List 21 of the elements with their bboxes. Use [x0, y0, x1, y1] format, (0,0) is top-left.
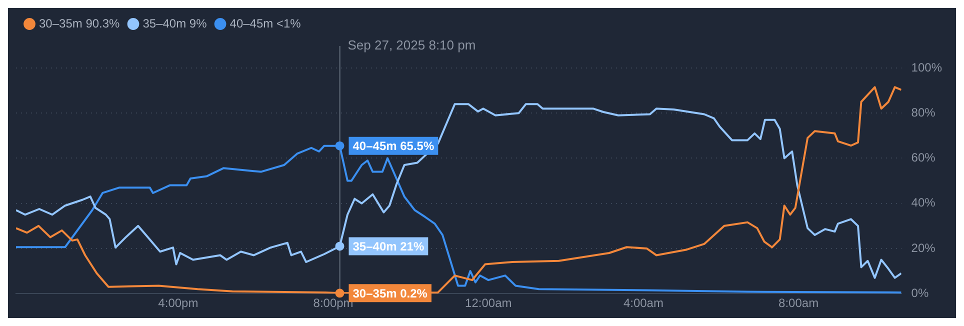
x-tick-label: 12:00am: [465, 296, 512, 310]
x-tick-label: 8:00pm: [313, 296, 354, 310]
annotation: 30–35m 0.2%: [352, 286, 428, 300]
y-tick-label: 60%: [911, 150, 936, 165]
point: [335, 242, 344, 251]
x-tick-label: 8:00am: [778, 296, 819, 310]
legend-label: 40–45m <1%: [230, 16, 302, 30]
x-tick-label: 4:00am: [623, 296, 664, 310]
point: [335, 288, 344, 298]
point: [335, 141, 344, 150]
annotation: 35–40m 21%: [352, 240, 424, 254]
annotation: 40–45m 65.5%: [352, 139, 434, 154]
y-tick-label: 0%: [911, 286, 929, 300]
y-tick-label: 20%: [911, 240, 936, 255]
y-tick-label: 100%: [911, 60, 942, 74]
y-tick-label: 40%: [911, 196, 936, 210]
x-tick-label: 4:00pm: [158, 296, 198, 310]
y-tick-label: 80%: [911, 105, 936, 120]
legend-label: 35–40m 9%: [142, 16, 208, 30]
legend-label: 30–35m 90.3%: [39, 16, 120, 30]
ref-line-label: Sep 27, 2025 8:10 pm: [348, 38, 476, 53]
